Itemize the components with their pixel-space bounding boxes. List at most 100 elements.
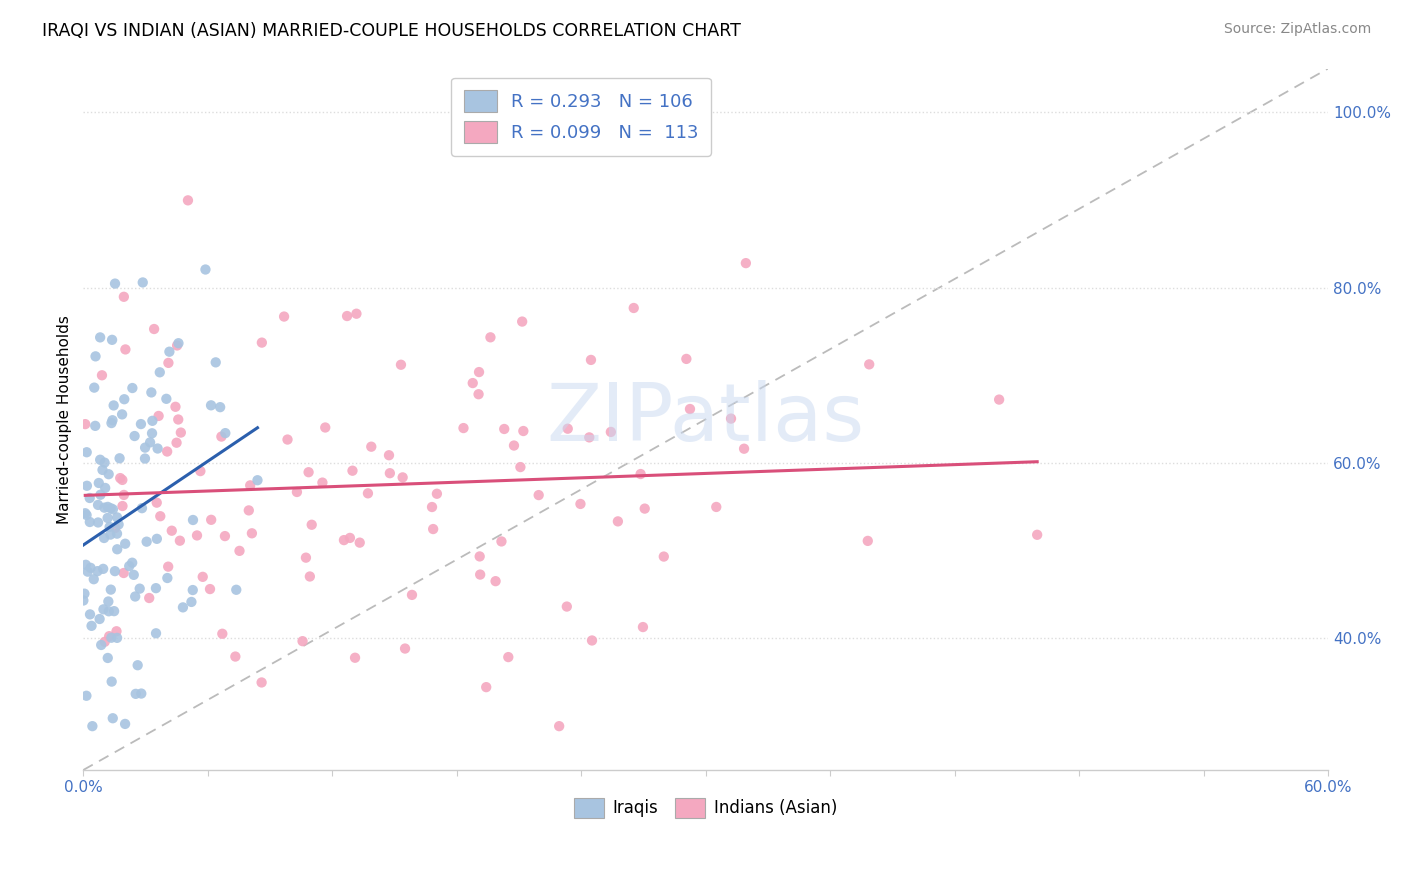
Point — [124, 429, 146, 443]
Point — [503, 438, 526, 452]
Point — [91, 463, 114, 477]
Point — [138, 591, 160, 605]
Point — [314, 420, 336, 434]
Point — [75, 417, 97, 431]
Point — [82, 719, 104, 733]
Point — [97, 500, 120, 514]
Point — [94, 481, 117, 495]
Point — [131, 501, 153, 516]
Point — [209, 400, 232, 414]
Point — [858, 357, 880, 371]
Point — [98, 629, 121, 643]
Point — [988, 392, 1011, 407]
Point — [93, 602, 115, 616]
Point — [634, 501, 657, 516]
Point — [228, 544, 250, 558]
Point — [169, 533, 191, 548]
Point — [391, 470, 413, 484]
Point — [181, 582, 204, 597]
Point — [344, 650, 367, 665]
Point — [141, 426, 163, 441]
Point — [342, 464, 364, 478]
Point — [79, 607, 101, 622]
Point — [378, 448, 401, 462]
Point — [250, 335, 273, 350]
Point — [146, 532, 169, 546]
Point — [89, 330, 111, 344]
Point — [198, 582, 221, 596]
Point — [346, 307, 368, 321]
Point — [157, 344, 180, 359]
Point — [75, 689, 97, 703]
Point — [83, 572, 105, 586]
Point — [145, 626, 167, 640]
Point — [378, 466, 401, 480]
Point — [103, 604, 125, 618]
Point — [121, 556, 143, 570]
Point — [579, 352, 602, 367]
Point — [180, 595, 202, 609]
Point — [461, 376, 484, 390]
Point — [87, 475, 110, 490]
Point — [100, 527, 122, 541]
Point — [105, 542, 128, 557]
Point — [100, 631, 122, 645]
Point — [733, 442, 755, 456]
Point — [250, 675, 273, 690]
Point — [177, 194, 200, 208]
Legend: Iraqis, Indians (Asian): Iraqis, Indians (Asian) — [568, 791, 844, 825]
Point — [181, 513, 204, 527]
Point — [484, 574, 506, 589]
Point — [76, 445, 98, 459]
Text: ZIPatlas: ZIPatlas — [547, 380, 865, 458]
Point — [194, 262, 217, 277]
Point — [86, 564, 108, 578]
Point — [93, 500, 115, 515]
Point — [333, 533, 356, 548]
Point — [224, 649, 246, 664]
Point — [420, 500, 443, 514]
Point — [149, 509, 172, 524]
Point — [512, 424, 534, 438]
Point — [240, 526, 263, 541]
Point — [112, 566, 135, 580]
Point — [225, 582, 247, 597]
Point — [107, 517, 129, 532]
Point — [273, 310, 295, 324]
Point — [675, 351, 697, 366]
Point — [190, 464, 212, 478]
Point — [141, 385, 163, 400]
Point — [75, 558, 97, 572]
Text: Source: ZipAtlas.com: Source: ZipAtlas.com — [1223, 22, 1371, 37]
Point — [89, 452, 111, 467]
Point — [75, 506, 97, 520]
Point — [143, 322, 166, 336]
Point — [623, 301, 645, 315]
Point — [89, 488, 111, 502]
Point — [470, 567, 492, 582]
Point — [111, 499, 134, 513]
Point — [132, 276, 155, 290]
Point — [101, 502, 124, 516]
Point — [108, 451, 131, 466]
Point — [91, 368, 114, 383]
Point — [498, 650, 520, 665]
Point — [156, 571, 179, 585]
Point — [105, 631, 128, 645]
Point — [494, 422, 516, 436]
Point — [121, 381, 143, 395]
Point — [172, 600, 194, 615]
Point — [276, 433, 298, 447]
Point — [76, 508, 98, 522]
Point — [73, 587, 96, 601]
Point — [167, 412, 190, 426]
Point — [124, 590, 146, 604]
Point — [186, 528, 208, 542]
Point — [87, 516, 110, 530]
Point — [80, 619, 103, 633]
Point — [129, 417, 152, 431]
Point — [401, 588, 423, 602]
Point — [166, 338, 188, 352]
Point — [114, 717, 136, 731]
Point — [145, 581, 167, 595]
